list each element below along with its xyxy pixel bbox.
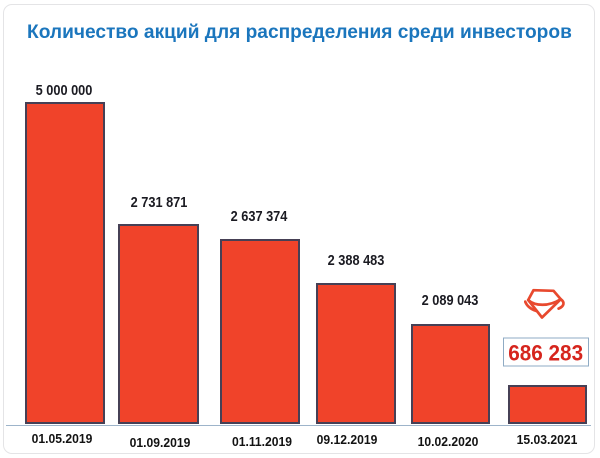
highlighted-value-label: 686 283: [503, 337, 589, 367]
bar: [25, 102, 105, 424]
x-axis-label: 09.12.2019: [316, 433, 378, 447]
bar-value-label: 2 388 483: [327, 253, 385, 269]
x-axis-label: 01.11.2019: [231, 435, 293, 449]
chart-title: Количество акций для распределения среди…: [27, 21, 572, 43]
diamond-icon: [523, 288, 566, 324]
x-axis-label: 15.03.2021: [516, 433, 578, 447]
bar-value-label: 5 000 000: [35, 83, 93, 99]
bar: [508, 385, 587, 424]
x-axis-label: 01.05.2019: [31, 432, 93, 446]
highlighted-value-text: 686 283: [508, 340, 584, 366]
bar-value-label: 2 637 374: [230, 209, 288, 225]
x-axis-label: 10.02.2020: [417, 435, 479, 449]
bar-value-label: 2 089 043: [421, 293, 479, 309]
bar: [316, 283, 396, 424]
x-axis-label: 01.09.2019: [129, 436, 191, 450]
bar-value-label: 2 731 871: [130, 195, 188, 211]
bar: [118, 224, 199, 424]
bar: [220, 239, 300, 424]
x-axis-line: [6, 425, 591, 426]
bar: [411, 324, 490, 424]
